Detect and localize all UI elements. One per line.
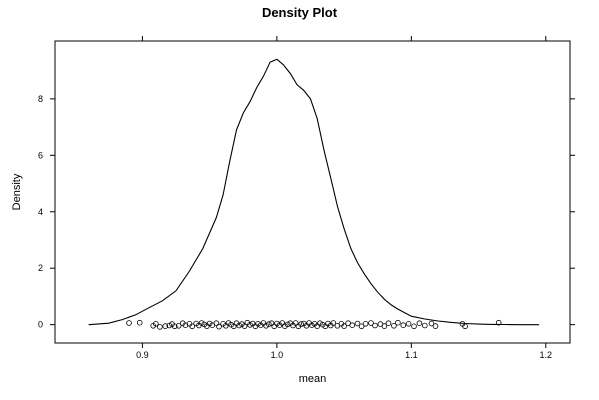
data-point <box>495 319 502 326</box>
data-point <box>175 322 182 329</box>
data-point <box>298 321 304 327</box>
y-axis-label: Density <box>11 173 23 210</box>
data-point <box>400 322 407 329</box>
data-point <box>213 320 220 327</box>
data-point <box>153 320 159 327</box>
data-point <box>319 321 326 328</box>
data-point <box>255 320 261 327</box>
y-tick-label: 2 <box>38 263 43 273</box>
x-tick-label: 1.0 <box>271 350 284 360</box>
x-tick-label: 1.2 <box>540 350 553 360</box>
data-point <box>265 321 272 327</box>
axis-ticks <box>50 36 575 348</box>
data-point <box>358 323 365 330</box>
x-tick-label: 1.1 <box>405 350 418 360</box>
data-point <box>189 323 196 330</box>
data-point <box>162 323 169 329</box>
data-point <box>432 323 439 329</box>
data-point <box>411 323 417 330</box>
plot-frame <box>54 40 571 344</box>
data-point <box>284 321 291 328</box>
data-point <box>271 323 278 330</box>
data-point <box>216 323 222 330</box>
data-point <box>381 323 388 329</box>
data-point <box>330 320 337 326</box>
data-point <box>308 322 315 329</box>
data-point <box>349 322 356 329</box>
data-points <box>126 319 502 330</box>
x-axis-label: mean <box>299 373 327 385</box>
data-point <box>166 322 173 329</box>
data-point <box>136 319 143 326</box>
axis-tick-labels: 0.9 1.0 1.1 1.2 0 2 4 6 8 <box>38 94 552 360</box>
data-point <box>241 323 248 329</box>
data-point <box>428 320 435 327</box>
data-point <box>391 322 397 329</box>
data-point <box>362 320 369 327</box>
data-point <box>171 323 178 330</box>
y-tick-label: 4 <box>38 207 43 217</box>
data-point <box>317 320 323 327</box>
data-point <box>247 322 253 328</box>
chart-title: Density Plot <box>262 5 338 20</box>
data-point <box>236 322 243 329</box>
data-point <box>372 322 378 329</box>
data-point <box>198 320 205 326</box>
data-point <box>421 322 428 329</box>
data-point <box>126 320 132 326</box>
x-tick-label: 0.9 <box>136 350 149 360</box>
y-tick-label: 0 <box>38 320 43 330</box>
data-point <box>368 320 374 326</box>
data-point <box>416 320 423 327</box>
data-point <box>228 321 234 328</box>
y-tick-label: 6 <box>38 150 43 160</box>
y-tick-label: 8 <box>38 94 43 104</box>
data-point <box>385 320 392 327</box>
data-point <box>354 320 361 327</box>
density-curve <box>88 58 540 326</box>
data-point <box>341 323 347 329</box>
data-point <box>292 320 299 326</box>
data-point <box>395 319 401 326</box>
data-point <box>268 320 275 327</box>
data-point <box>462 323 468 330</box>
data-point <box>157 324 163 330</box>
data-point <box>405 320 412 327</box>
